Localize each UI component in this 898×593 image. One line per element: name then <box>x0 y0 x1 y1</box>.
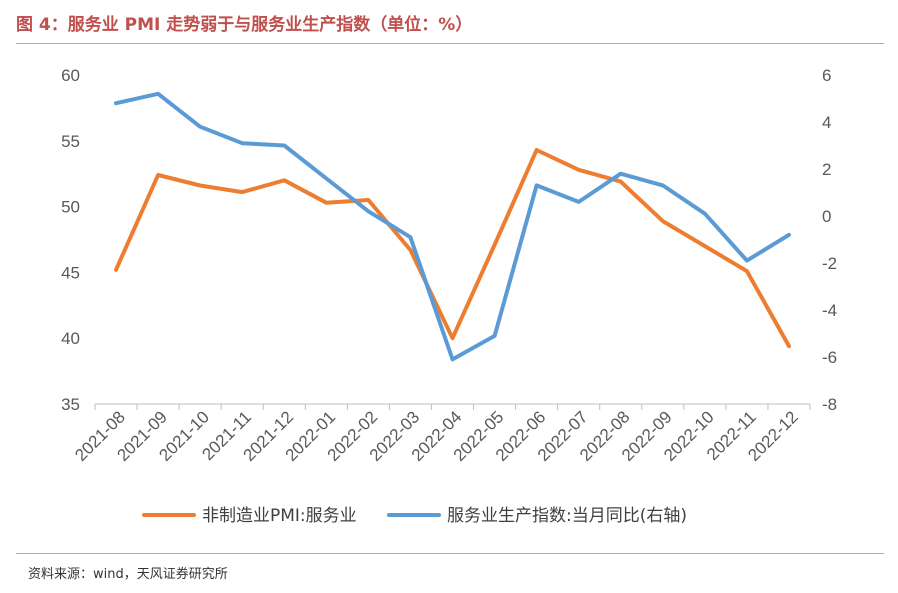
left-axis-tick-label: 55 <box>61 132 80 151</box>
series-1-point <box>451 336 454 340</box>
right-axis-tick-label: -6 <box>822 348 837 367</box>
series-1-point <box>282 178 286 182</box>
series-2-point <box>577 200 581 204</box>
series-2-point <box>324 176 328 180</box>
series-2-point <box>535 183 539 187</box>
legend-label: 服务业生产指数:当月同比(右轴) <box>447 506 687 526</box>
series-2-point <box>787 233 791 237</box>
source-note: 资料来源：wind，天风证券研究所 <box>28 567 228 582</box>
series-1-point <box>408 248 412 252</box>
right-axis-tick-label: 2 <box>822 160 831 179</box>
series-1-point <box>198 184 202 188</box>
legend: 非制造业PMI:服务业 服务业生产指数:当月同比(右轴) <box>142 506 687 526</box>
series-2-point <box>156 92 160 96</box>
right-axis-tick-label: -2 <box>822 254 837 273</box>
series-2-point <box>408 235 412 239</box>
series-1-point <box>577 168 581 172</box>
bottom-divider <box>16 553 884 554</box>
series-2-point <box>282 144 286 147</box>
series-layer <box>114 91 791 362</box>
x-axis: 2021-082021-092021-102021-112021-122022-… <box>71 403 811 465</box>
right-axis-tick-label: 4 <box>822 113 831 132</box>
series-1-point <box>745 269 749 273</box>
right-axis-tick-label: 0 <box>822 207 831 226</box>
series-1-point <box>703 244 707 248</box>
right-axis-tick-label: -4 <box>822 301 837 320</box>
series-1-point <box>535 148 539 152</box>
right-y-axis: 6 4 2 0 -2 -4 -6 -8 <box>822 66 837 414</box>
series-line-1 <box>114 148 791 349</box>
series-1-point <box>493 243 497 247</box>
left-axis-tick-label: 40 <box>61 329 80 348</box>
series-1-point <box>156 173 160 177</box>
series-line-2 <box>114 91 791 362</box>
left-axis-tick-label: 50 <box>61 198 80 217</box>
series-2-point <box>366 209 370 213</box>
series-2-point <box>703 212 707 216</box>
figure-title: 图 4：服务业 PMI 走势弱于与服务业生产指数（单位：%） <box>16 15 473 35</box>
series-2-point <box>745 259 749 263</box>
series-1-point <box>661 219 665 223</box>
series-1-point <box>787 344 791 348</box>
left-axis-tick-label: 45 <box>61 263 80 282</box>
series-2-point <box>240 141 244 145</box>
left-axis-tick-label: 35 <box>61 395 80 414</box>
series-1-point <box>324 201 328 205</box>
series-2-point <box>661 183 665 187</box>
right-axis-tick-label: 6 <box>822 66 831 85</box>
series-1-point <box>619 180 623 184</box>
series-1-point <box>114 268 118 272</box>
series-1-point <box>240 190 244 194</box>
series-2-point <box>451 357 454 361</box>
series-2-point <box>619 172 623 176</box>
series-2-point <box>114 101 118 105</box>
series-1-point <box>366 198 370 202</box>
right-axis-tick-label: -8 <box>822 395 837 414</box>
series-2-point <box>493 334 497 338</box>
top-divider <box>16 43 884 44</box>
left-y-axis: 60 55 50 45 40 35 <box>61 66 80 414</box>
series-2-point <box>198 125 202 129</box>
legend-label: 非制造业PMI:服务业 <box>202 506 357 526</box>
left-axis-tick-label: 60 <box>61 66 80 85</box>
